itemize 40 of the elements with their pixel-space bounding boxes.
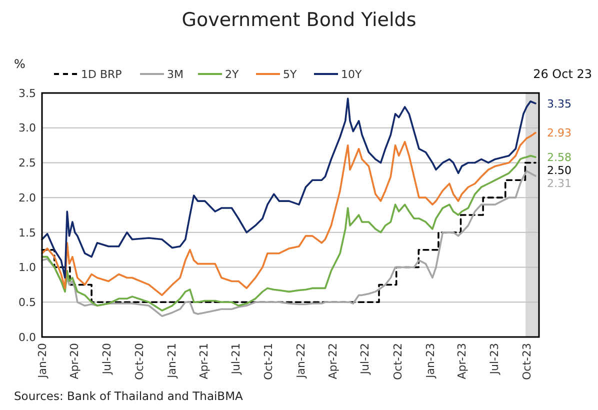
x-tick-label: Oct-23 (520, 343, 534, 380)
x-tick-label: Apr-22 (326, 343, 340, 380)
annotation: 2.31 (547, 176, 572, 190)
x-tick-label: Oct-20 (132, 343, 146, 380)
x-tick-label: Jul-21 (229, 343, 242, 376)
annotation: 2.58 (547, 150, 572, 164)
x-tick-label: Jul-22 (358, 343, 372, 376)
y-tick-label: 2.0 (18, 191, 36, 204)
legend-label: 2Y (225, 68, 239, 81)
y-tick-label: 2.5 (18, 156, 36, 170)
annotation: 3.35 (547, 97, 572, 110)
text: 26 Oct 23 (533, 67, 592, 82)
x-tick-label: Apr-21 (197, 343, 210, 380)
x-tick-label: Jul-20 (100, 343, 114, 376)
source-note: Sources: Bank of Thailand and ThaiBMA (14, 389, 243, 403)
annotation: 2.93 (547, 126, 572, 140)
legend-label: 10Y (341, 68, 362, 81)
line-series (41, 132, 536, 296)
legend-label: 1D BRP (81, 68, 122, 81)
x-tick-label: Jan-23 (424, 343, 437, 379)
x-tick-label: Oct-21 (262, 343, 276, 380)
annotation: 2.50 (547, 164, 572, 177)
y-tick-label: 1.5 (18, 226, 36, 240)
x-tick-label: Apr-23 (456, 343, 469, 380)
legend-label: 5Y (283, 68, 297, 81)
y-tick-label: 0.0 (18, 330, 36, 344)
y-tick-label: 0.5 (18, 296, 36, 309)
y-tick-label: 3.0 (18, 122, 36, 135)
x-tick-label: Jul-23 (488, 343, 501, 376)
line-series (41, 98, 536, 279)
x-tick-label: Jan-20 (36, 343, 49, 379)
x-tick-label: Apr-20 (68, 343, 82, 380)
y-tick-label: 3.5 (18, 86, 36, 100)
x-tick-label: Oct-22 (391, 343, 404, 380)
y-axis-title: % (14, 57, 26, 71)
chart-title: Government Bond Yields (182, 9, 416, 31)
legend-label: 3M (167, 68, 184, 81)
y-tick-label: 1.0 (18, 261, 36, 274)
x-tick-label: Jan-22 (294, 343, 308, 379)
x-tick-label: Jan-21 (165, 343, 178, 379)
